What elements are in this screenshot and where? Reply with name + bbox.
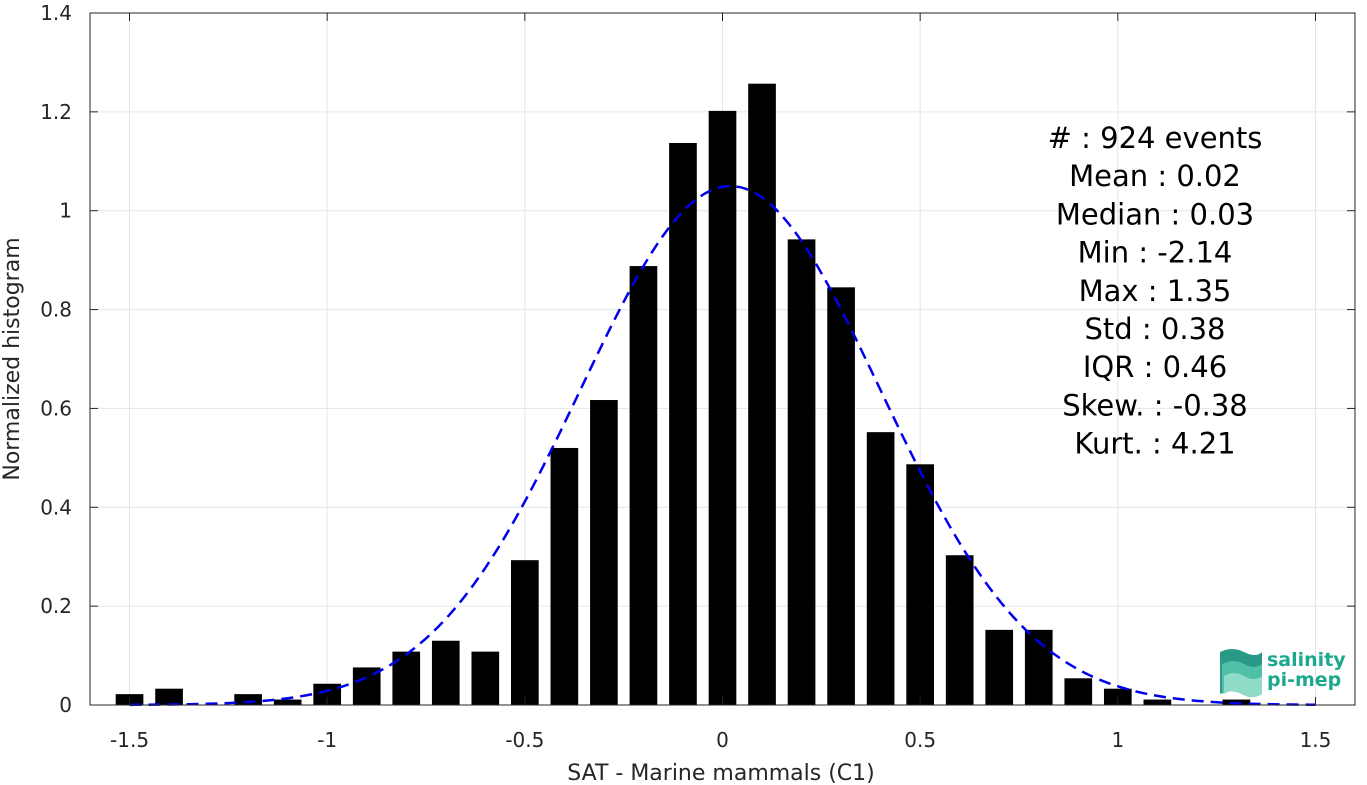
y-tick-label: 0.6: [40, 396, 72, 420]
y-tick-label: 1.2: [40, 100, 72, 124]
histogram-bar: [748, 83, 776, 705]
y-axis-ticks: 0 0.2 0.4 0.6 0.8 1 1.2 1.4: [40, 1, 1355, 717]
y-tick-label: 0.8: [40, 298, 72, 322]
stat-line: IQR : 0.46: [1083, 350, 1227, 384]
stat-line: Median : 0.03: [1056, 197, 1254, 231]
histogram-bar: [273, 699, 302, 705]
histogram-bar: [471, 651, 500, 705]
histogram-bars: [115, 83, 1251, 706]
stat-line: # : 924 events: [1048, 121, 1263, 155]
y-tick-label: 0.4: [40, 495, 72, 519]
histogram-bar: [945, 555, 974, 705]
logo-line1: salinity: [1267, 649, 1346, 671]
stat-line: Max : 1.35: [1079, 274, 1232, 308]
histogram-bar: [827, 287, 855, 705]
histogram-bar: [787, 239, 816, 705]
histogram-bar: [1103, 688, 1132, 705]
x-tick-label: -1.5: [110, 728, 149, 752]
x-tick-label: -1: [317, 728, 337, 752]
histogram-bar: [906, 464, 934, 705]
logo-line2: pi-mep: [1267, 669, 1341, 691]
y-axis-label: Normalized histogram: [0, 237, 25, 480]
stat-line: Mean : 0.02: [1069, 159, 1241, 193]
stat-line: Kurt. : 4.21: [1074, 427, 1235, 461]
x-tick-label: -0.5: [505, 728, 544, 752]
y-tick-label: 0.2: [40, 594, 72, 618]
histogram-bar: [985, 629, 1014, 705]
histogram-bar: [866, 432, 895, 705]
histogram-bar: [550, 447, 579, 705]
histogram-bar: [669, 142, 697, 706]
histogram-bar: [590, 400, 618, 705]
x-tick-label: 0: [716, 728, 729, 752]
histogram-bar: [1064, 678, 1093, 705]
stat-line: Skew. : -0.38: [1062, 388, 1248, 422]
x-axis-ticks: -1.5 -1 -0.5 0 0.5 1 1.5: [110, 13, 1331, 752]
stat-line: Min : -2.14: [1078, 236, 1233, 270]
salinity-pi-mep-logo: salinity pi-mep: [1220, 649, 1346, 697]
histogram-bar: [155, 688, 183, 705]
wave-stack-icon: [1220, 649, 1262, 697]
gaussian-fit-curve: [129, 184, 1316, 707]
stat-line: Std : 0.38: [1085, 312, 1226, 346]
x-axis-label: SAT - Marine mammals (C1): [567, 761, 875, 785]
x-tick-label: 1: [1111, 728, 1124, 752]
y-tick-label: 1.4: [40, 1, 72, 25]
histogram-bar: [511, 560, 539, 705]
histogram-bar: [708, 110, 737, 705]
y-tick-label: 1: [59, 199, 72, 223]
statistics-box: # : 924 events Mean : 0.02 Median : 0.03 Mi…: [1048, 121, 1263, 461]
x-tick-label: 1.5: [1300, 728, 1332, 752]
histogram-bar: [1143, 699, 1172, 705]
histogram-bar: [313, 683, 342, 705]
y-tick-label: 0: [59, 693, 72, 717]
x-tick-label: 0.5: [904, 728, 936, 752]
histogram-bar: [234, 694, 262, 705]
histogram-bar: [431, 640, 460, 705]
histogram-bar: [629, 266, 658, 705]
